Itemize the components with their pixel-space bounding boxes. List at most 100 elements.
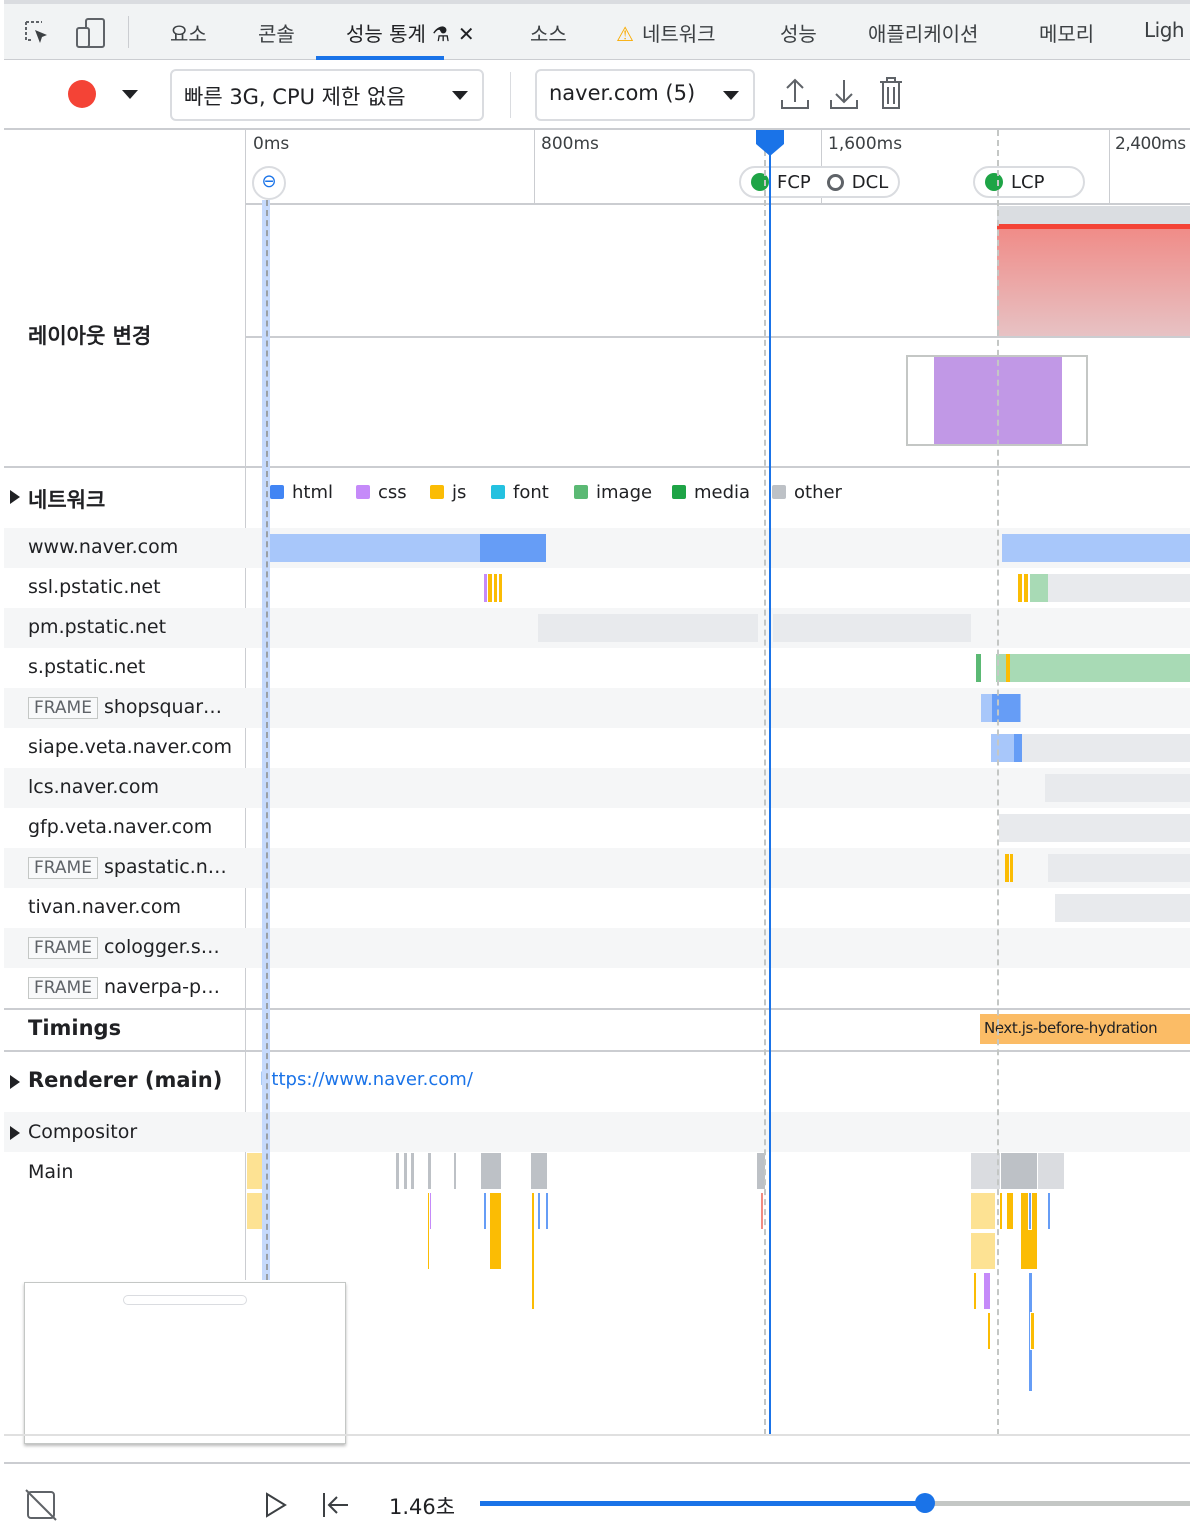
main-thread-task[interactable]: [489, 1192, 502, 1270]
network-request-bar[interactable]: [499, 574, 502, 602]
network-row[interactable]: [4, 848, 1190, 888]
tab-6[interactable]: 애플리케이션: [868, 22, 979, 46]
network-request-bar[interactable]: [488, 574, 492, 602]
tab-3[interactable]: 소스: [530, 22, 567, 46]
main-thread-task[interactable]: [429, 1192, 432, 1230]
delete-icon[interactable]: [878, 76, 904, 110]
skip-to-start-icon[interactable]: [322, 1492, 352, 1518]
main-thread-task[interactable]: [427, 1192, 430, 1270]
network-request-bar[interactable]: [1018, 574, 1022, 602]
main-thread-task[interactable]: [970, 1192, 996, 1230]
tab-1[interactable]: 콘솔: [258, 22, 295, 46]
main-thread-task[interactable]: [1000, 1152, 1038, 1190]
network-request-bar[interactable]: [999, 814, 1190, 842]
network-row[interactable]: [4, 768, 1190, 808]
network-request-bar[interactable]: [1030, 574, 1048, 602]
record-button[interactable]: [68, 80, 96, 108]
play-icon[interactable]: [264, 1492, 288, 1518]
main-thread-task[interactable]: [530, 1152, 548, 1190]
network-request-bar[interactable]: [1010, 854, 1013, 882]
network-row[interactable]: [4, 528, 1190, 568]
network-request-bar[interactable]: [1014, 734, 1022, 762]
network-request-bar[interactable]: [1002, 534, 1190, 562]
throttle-select[interactable]: 빠른 3G, CPU 제한 없음: [170, 69, 484, 121]
screenshot-toggle-icon[interactable]: [24, 1488, 58, 1522]
network-row[interactable]: [4, 888, 1190, 928]
slider-thumb[interactable]: [915, 1493, 936, 1513]
experiment-icon: ⚗: [431, 22, 450, 46]
frame-badge: FRAME: [28, 937, 98, 959]
main-thread-task[interactable]: [973, 1272, 977, 1310]
main-thread-task[interactable]: [427, 1152, 432, 1190]
main-thread-task[interactable]: [483, 1192, 487, 1230]
playback-slider[interactable]: [480, 1493, 1190, 1513]
main-thread-task[interactable]: [999, 1192, 1003, 1230]
network-request-bar[interactable]: [996, 654, 1190, 682]
record-options-chevron-icon[interactable]: [122, 90, 138, 99]
network-request-bar[interactable]: [538, 614, 758, 642]
main-thread-task[interactable]: [1028, 1192, 1032, 1230]
expand-renderer-icon[interactable]: [10, 1075, 20, 1089]
expand-network-icon[interactable]: [10, 490, 20, 504]
network-row[interactable]: [4, 568, 1190, 608]
download-icon[interactable]: [829, 76, 859, 110]
network-request-bar[interactable]: [494, 574, 497, 602]
inspect-element-icon[interactable]: [22, 18, 52, 48]
main-thread-task[interactable]: [537, 1192, 541, 1230]
playhead-line[interactable]: [769, 140, 771, 1435]
tab-7[interactable]: 메모리: [1039, 22, 1095, 46]
tab-5[interactable]: 성능: [780, 22, 817, 46]
tab-8[interactable]: Ligh: [1144, 18, 1185, 42]
network-request-bar[interactable]: [1045, 774, 1190, 802]
timing-event[interactable]: Next.js-before-hydration: [980, 1014, 1190, 1044]
legend-image: image: [574, 482, 652, 503]
main-thread-task[interactable]: [410, 1152, 415, 1190]
tab-4[interactable]: ⚠ 네트워크: [616, 22, 716, 46]
frame-badge: FRAME: [28, 857, 98, 879]
main-thread-task[interactable]: [987, 1312, 991, 1350]
main-thread-task[interactable]: [480, 1152, 502, 1190]
playhead-handle-icon[interactable]: [756, 130, 784, 156]
upload-icon[interactable]: [780, 76, 810, 110]
main-thread-task[interactable]: [453, 1152, 457, 1190]
network-request-bar[interactable]: [1055, 894, 1190, 922]
network-request-bar[interactable]: [1022, 734, 1190, 762]
close-tab-icon[interactable]: ✕: [457, 22, 475, 46]
network-request-bar[interactable]: [976, 654, 981, 682]
main-thread-task[interactable]: [1006, 1192, 1014, 1230]
main-thread-task[interactable]: [1030, 1312, 1035, 1350]
network-request-bar[interactable]: [1005, 854, 1009, 882]
network-request-bar[interactable]: [484, 574, 487, 602]
page-screenshot-preview: [24, 1282, 346, 1444]
main-thread-task[interactable]: [983, 1272, 991, 1310]
network-request-bar[interactable]: [1048, 854, 1190, 882]
network-row[interactable]: [4, 928, 1190, 968]
main-thread-task[interactable]: [403, 1152, 408, 1190]
main-thread-task[interactable]: [970, 1232, 996, 1270]
tab-2[interactable]: 성능 통계 ⚗ ✕: [346, 22, 475, 46]
tab-0[interactable]: 요소: [170, 22, 207, 46]
legend-css: css: [356, 482, 407, 503]
main-thread-task[interactable]: [760, 1192, 764, 1230]
main-thread-task[interactable]: [545, 1192, 549, 1230]
network-request-bar[interactable]: [480, 534, 546, 562]
main-thread-task[interactable]: [531, 1192, 535, 1310]
renderer-url-link[interactable]: https://www.naver.com/: [260, 1069, 473, 1090]
network-request-bar[interactable]: [1006, 654, 1010, 682]
network-host-label: FRAME shopsquar…: [28, 696, 222, 719]
network-request-bar[interactable]: [270, 534, 480, 562]
layout-shift-cluster[interactable]: [997, 206, 1190, 336]
main-thread-task[interactable]: [1047, 1192, 1051, 1230]
expand-compositor-icon[interactable]: [10, 1126, 20, 1140]
navigation-link-icon[interactable]: ⊖: [252, 166, 286, 200]
lcp-marker[interactable]: LCP: [973, 166, 1085, 198]
network-request-bar[interactable]: [992, 694, 1020, 722]
network-request-bar[interactable]: [1024, 574, 1028, 602]
recording-select[interactable]: naver.com (5): [535, 69, 755, 121]
network-host-label: ssl.pstatic.net: [28, 576, 161, 598]
device-toolbar-icon[interactable]: [74, 16, 108, 50]
network-request-bar[interactable]: [773, 614, 971, 642]
chevron-down-icon: [452, 91, 468, 100]
network-request-bar[interactable]: [1048, 574, 1190, 602]
main-thread-task[interactable]: [395, 1152, 400, 1190]
